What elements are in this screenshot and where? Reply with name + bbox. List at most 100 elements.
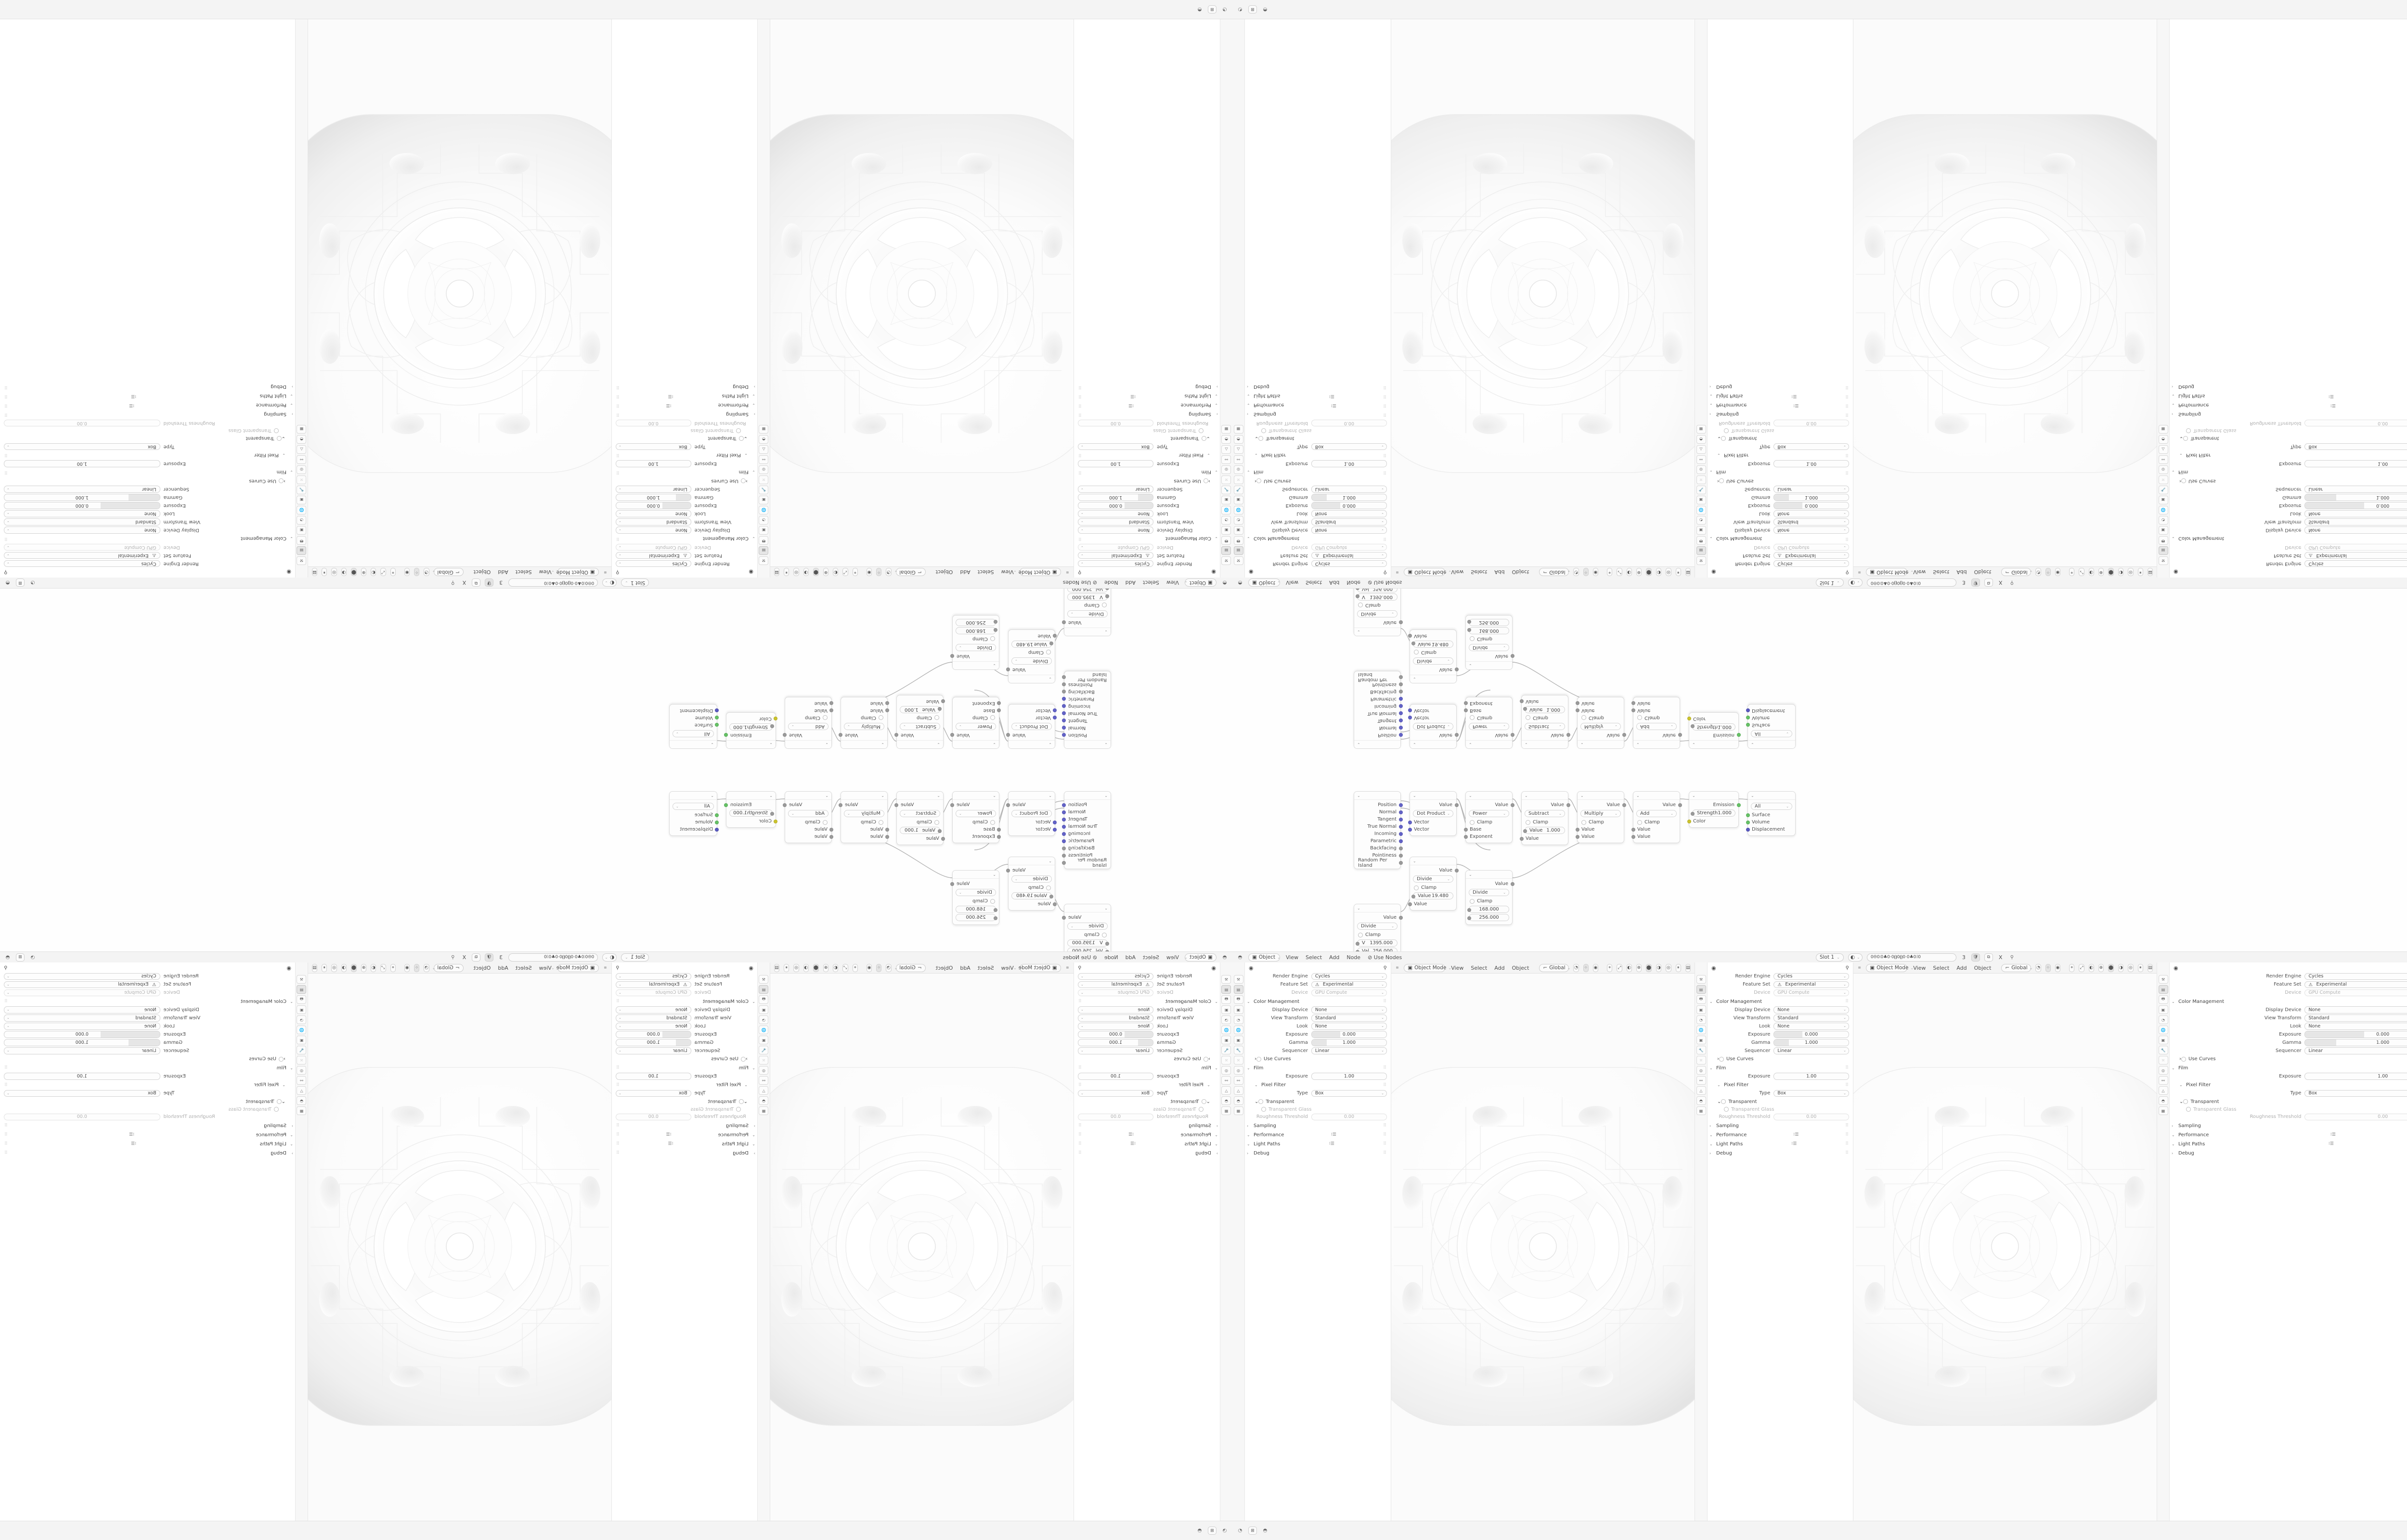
property-field[interactable]: None⌄	[2304, 526, 2407, 534]
node-header[interactable]: ⌄	[785, 740, 831, 748]
socket-dot[interactable]	[1062, 832, 1066, 836]
properties-editor-right[interactable]: ⚒▤🖶▣◔🌐▣🔧⁙◎⚯△◓▦ ◉⚲Render EngineCycles⌄Fea…	[2157, 19, 2407, 578]
section-sampling[interactable]: ›Sampling⠿	[4, 1122, 293, 1130]
section-debug[interactable]: ›Debug⠿	[1078, 1149, 1218, 1157]
properties-tab-column[interactable]: ⚒ ▤ 🖶 ▣ ◔ 🌐 ▣ 🔧 ⁙ ◎ ⚯ △ ◓ ▦	[1695, 19, 1708, 578]
property-field[interactable]: ⚠Experimental⌄	[616, 981, 691, 988]
snap-icon[interactable]: ⁘	[414, 963, 420, 972]
section-light-paths[interactable]: ⌄Light Paths⁝☰⠿	[616, 392, 755, 400]
transform-orientation-selector[interactable]: ⌐ Global ⌄	[1539, 568, 1570, 577]
checkbox-row[interactable]: ⌄ Transparent	[1078, 1098, 1210, 1105]
menu-add[interactable]: Add	[1329, 954, 1340, 961]
socket-dot[interactable]	[1398, 733, 1403, 737]
world-tab[interactable]: 🌐	[1221, 506, 1231, 514]
property-field[interactable]: GPU Compute⌄	[4, 544, 160, 551]
viewport-3d-right[interactable]: ⌗ ▣ Object Mode ⌄ View Select Add Object ⌐ Global…	[308, 19, 611, 578]
menu-node[interactable]: Node	[1104, 579, 1118, 586]
section-light-paths[interactable]: ⌄Light Paths⁝☰⠿	[1709, 1140, 1849, 1148]
socket-dot[interactable]	[941, 699, 945, 704]
output-tab[interactable]: 🖶	[759, 995, 769, 1004]
section-color-management[interactable]: ⌄Color Management⠿	[2172, 998, 2407, 1006]
checkbox-row[interactable]: › Use Curves	[1078, 1055, 1210, 1063]
object-mode-selector[interactable]: ▣ Object Mode ⌄	[551, 568, 599, 577]
menu-add[interactable]: Add	[1956, 569, 1967, 576]
socket-dot[interactable]	[1053, 716, 1057, 720]
magnet-icon[interactable]: ◔	[1573, 963, 1579, 972]
constraints-tab[interactable]: ⚯	[2158, 455, 2168, 464]
property-field[interactable]: Standard⌄	[2304, 1014, 2407, 1022]
node-header[interactable]: ⌄	[1354, 740, 1400, 748]
modifier-tab[interactable]: 🔧	[1696, 486, 1706, 494]
node-math-divide-2[interactable]: ⌄ Value Divide ⌄ Clamp Value 19.480 Value	[1408, 629, 1459, 683]
viewport-options-icon[interactable]: ▤	[2147, 963, 2153, 972]
grid-icon[interactable]: ⊞	[1208, 5, 1216, 13]
viewport-options-icon[interactable]: ▤	[774, 963, 780, 972]
properties-tab-column[interactable]: ⚒ ▤ 🖶 ▣ ◔ 🌐 ▣ 🔧 ⁙ ◎ ⚯ △ ◓ ▦	[1232, 19, 1245, 578]
checkbox-row[interactable]: ⌄ Transparent	[1255, 1098, 1387, 1105]
node-math-divide-1[interactable]: ⌄ Value Divide ⌄ Clamp 168.000 256.000	[1465, 615, 1514, 670]
property-field[interactable]: 1.00	[1311, 1073, 1387, 1080]
modifier-tab[interactable]: 🔧	[759, 1046, 769, 1054]
section-pixel-filter[interactable]: ⌄Pixel Filter⠿	[1717, 1081, 1849, 1089]
checkbox-row[interactable]: ⌄ Transparent	[616, 1098, 748, 1105]
properties-editor-left[interactable]: ⚒ ▤ 🖶 ▣ ◔ 🌐 ▣ 🔧 ⁙ ◎ ⚯ △ ◓ ▦ ◉ ⚲ Render Engine Cycles ⌄ Fea…	[1232, 19, 1391, 578]
physics-tab[interactable]: ◎	[1233, 465, 1243, 474]
clamp-checkbox[interactable]: Clamp	[1578, 714, 1624, 721]
data-tab[interactable]: △	[297, 445, 307, 454]
menu-select[interactable]: Select	[1933, 964, 1950, 971]
property-field[interactable]: 1.000	[4, 1039, 160, 1046]
solid-shading-icon[interactable]: ⬤	[2108, 568, 2114, 577]
physics-tab[interactable]: ◎	[759, 1066, 769, 1075]
checkbox-row[interactable]: Transparent Glass	[616, 1105, 741, 1113]
wireframe-shading-icon[interactable]: ⊕	[1636, 963, 1642, 972]
particles-tab[interactable]: ⁙	[2158, 475, 2168, 484]
menu-view[interactable]: View	[539, 569, 552, 576]
object-tab[interactable]: ▣	[759, 1036, 769, 1044]
object-mode-selector[interactable]: ▣ Object Mode ⌄	[1866, 568, 1914, 577]
section-debug[interactable]: ›Debug⠿	[616, 383, 755, 391]
use-nodes-checkbox[interactable]: ⊘ Use Nodes	[1062, 954, 1097, 961]
node-header[interactable]: ⌄	[841, 792, 887, 800]
node-header[interactable]: ⌄	[1410, 792, 1456, 800]
section-performance[interactable]: ⌄Performance⁝☰⠿	[1709, 1131, 1849, 1139]
property-field[interactable]: None⌄	[2304, 1023, 2407, 1030]
editor-type-icon[interactable]: ⌗	[1858, 569, 1861, 575]
menu-view[interactable]: View	[1001, 964, 1014, 971]
scene-tab[interactable]: ◔	[2158, 516, 2168, 525]
property-field[interactable]: 1.000	[1311, 1039, 1387, 1046]
scene-tab[interactable]: ◔	[2158, 1015, 2168, 1024]
fake-user-icon[interactable]: 🛡	[1971, 578, 1980, 587]
tool-tab[interactable]: ⚒	[1696, 975, 1706, 984]
section-film[interactable]: ⌄Film⠿	[1709, 1064, 1849, 1072]
socket-dot[interactable]	[1510, 733, 1514, 737]
menu-node[interactable]: Node	[1346, 954, 1361, 961]
socket-dot[interactable]	[1049, 642, 1054, 646]
section-performance[interactable]: ⌄Performance⁝☰⠿	[1247, 1131, 1387, 1139]
proportional-edit-icon[interactable]: ◉	[404, 568, 410, 577]
socket-dot[interactable]	[1006, 803, 1010, 807]
pin-icon[interactable]: ⚲	[451, 580, 455, 586]
node-header[interactable]: ⌄	[1633, 740, 1680, 748]
xray-icon[interactable]: ◐	[371, 963, 376, 972]
node-header[interactable]: ⌄	[670, 792, 717, 800]
property-field[interactable]: 0.00	[4, 420, 160, 427]
clamp-checkbox[interactable]: Clamp	[1466, 898, 1512, 905]
checkbox-row[interactable]: ⌄ Transparent	[4, 435, 285, 442]
grid-icon[interactable]: ⊞	[1208, 1527, 1216, 1535]
node-header[interactable]: ⌄	[1009, 792, 1055, 800]
section-pixel-filter[interactable]: ⌄Pixel Filter⠿	[1078, 1081, 1210, 1089]
repeat-icon[interactable]: ◓	[1197, 1528, 1202, 1533]
property-field[interactable]: Box⌄	[616, 1090, 691, 1097]
section-debug[interactable]: ›Debug⠿	[1247, 1149, 1387, 1157]
section-performance[interactable]: ⌄Performance⁝☰⠿	[4, 401, 293, 410]
property-field[interactable]: 0.000	[1311, 502, 1387, 509]
property-field[interactable]: 1.000	[2304, 1039, 2407, 1046]
physics-tab[interactable]: ◎	[297, 465, 307, 474]
property-field[interactable]: 1.000	[616, 1039, 691, 1046]
socket-dot[interactable]	[715, 723, 719, 727]
proportional-edit-icon[interactable]: ◉	[2055, 568, 2061, 577]
operation-selector[interactable]: Power ⌄	[1469, 723, 1509, 730]
constraints-tab[interactable]: ⚯	[297, 1076, 307, 1085]
property-field[interactable]: 0.00	[1311, 1113, 1387, 1120]
node-header[interactable]: ⌄	[897, 740, 943, 748]
